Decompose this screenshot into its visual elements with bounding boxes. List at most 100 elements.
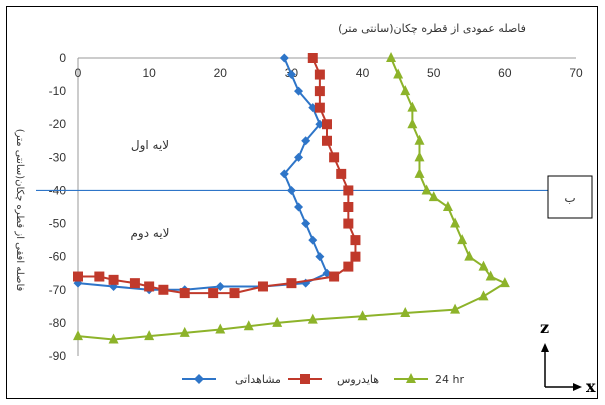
- series-point: [272, 316, 283, 327]
- layer-1-label: لایه اول: [131, 138, 169, 153]
- series-point: [350, 251, 361, 262]
- x-tick-label: 40: [356, 66, 370, 80]
- series-point: [308, 235, 318, 245]
- series-point: [73, 271, 83, 282]
- y-tick-label: -80: [49, 316, 67, 330]
- series-point: [400, 85, 411, 96]
- series-point: [457, 234, 468, 245]
- series-point: [407, 101, 418, 112]
- series-point: [421, 184, 432, 195]
- series-point: [279, 169, 289, 179]
- y-tick-label: -30: [49, 150, 67, 164]
- series-point: [414, 134, 425, 145]
- series-point: [257, 281, 268, 292]
- series-point: [179, 326, 190, 337]
- series-point: [343, 202, 354, 212]
- series-point: [357, 310, 368, 321]
- series-point: [485, 270, 496, 281]
- series-point: [386, 52, 397, 62]
- series-3: [73, 52, 510, 344]
- series-2: [73, 53, 361, 299]
- series-point: [294, 86, 304, 96]
- x-axis-letter: x: [586, 377, 596, 396]
- series-point: [294, 152, 304, 162]
- legend-label: هایدروس: [337, 373, 379, 386]
- series-point: [144, 330, 155, 341]
- series-point: [179, 288, 190, 299]
- y-tick-label: 0: [59, 51, 66, 65]
- legend-marker: [406, 373, 416, 383]
- boundary-label-box: [547, 175, 593, 219]
- y-tick-labels: 0-10-20-30-40-50-60-70-80-90: [49, 51, 67, 363]
- series-point: [315, 252, 325, 262]
- series-point: [336, 168, 347, 179]
- legend-marker: [300, 374, 310, 384]
- series-point: [208, 288, 219, 299]
- series-point: [322, 135, 332, 146]
- series-line: [78, 57, 357, 295]
- series-point: [442, 201, 453, 211]
- y-tick-label: -20: [49, 117, 67, 131]
- series-point: [279, 53, 289, 63]
- legend-marker: [194, 374, 204, 384]
- series-point: [314, 86, 325, 97]
- y-tick-label: -70: [49, 283, 67, 297]
- series-point: [322, 119, 332, 130]
- chart-title: فاصله عمودی از قطره چکان(سانتی متر): [338, 22, 526, 35]
- series-point: [499, 277, 510, 288]
- z-axis-letter: z: [540, 318, 549, 337]
- y-axis-label: فاصله افقی از قطره چکان(سانتی متر): [14, 129, 25, 292]
- x-tick-label: 70: [569, 66, 583, 80]
- y-tick-label: -90: [49, 349, 67, 363]
- series-point: [243, 320, 254, 331]
- x-tick-labels: 010203040506070: [75, 66, 583, 80]
- series-point: [343, 185, 354, 196]
- series-point: [329, 271, 340, 282]
- series-point: [301, 219, 311, 229]
- series-point: [215, 323, 226, 334]
- legend-label: 24 hr: [435, 373, 464, 386]
- corner-axes-glyph: z x: [540, 318, 596, 396]
- series-point: [286, 278, 297, 289]
- series-point: [307, 313, 318, 324]
- series-point: [229, 288, 240, 299]
- series-point: [129, 278, 140, 289]
- series-point: [350, 235, 361, 246]
- x-tick-label: 60: [498, 66, 512, 80]
- series-point: [450, 303, 461, 314]
- legend: مشاهداتی هایدروس 24 hr: [182, 373, 464, 386]
- boundary-label: ب: [564, 191, 575, 205]
- x-tick-label: 50: [427, 66, 441, 80]
- x-tick-label: 20: [214, 66, 228, 80]
- series-point: [73, 330, 83, 341]
- layer-2-label: لایه دوم: [131, 226, 170, 241]
- series-point: [108, 274, 119, 285]
- series-point: [94, 271, 105, 282]
- series-point: [307, 53, 318, 63]
- series-point: [400, 306, 411, 317]
- series-point: [158, 284, 169, 295]
- series-point: [343, 261, 354, 272]
- legend-label: مشاهداتی: [235, 373, 281, 386]
- series-1: [73, 53, 332, 295]
- chart-frame: [6, 6, 598, 399]
- series-point: [144, 281, 155, 292]
- series-point: [286, 70, 296, 80]
- y-tick-label: -60: [49, 250, 67, 264]
- series-point: [343, 218, 354, 229]
- series-point: [428, 191, 439, 202]
- series-point: [329, 152, 340, 163]
- x-tick-label: 10: [142, 66, 156, 80]
- series-point: [314, 69, 325, 80]
- series-point: [407, 118, 418, 129]
- series-layer: [73, 52, 510, 344]
- series-point: [286, 185, 296, 195]
- series-point: [414, 167, 425, 178]
- series-line: [77, 57, 329, 291]
- series-point: [450, 217, 461, 228]
- series-point: [414, 151, 425, 162]
- series-line: [77, 57, 507, 341]
- series-point: [301, 136, 311, 146]
- x-tick-label: 0: [75, 66, 82, 80]
